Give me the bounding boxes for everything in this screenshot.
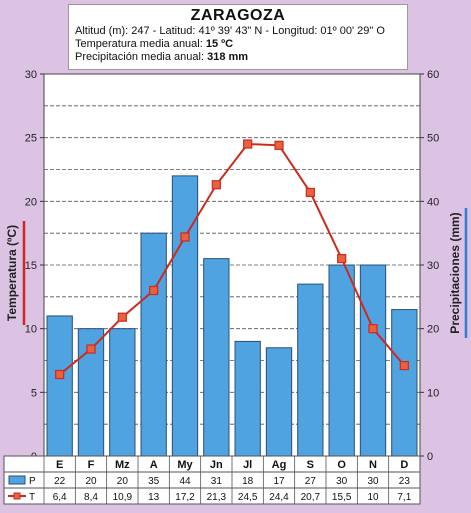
left-axis-tick-label: 5 [31,387,37,399]
station-info-box: ZARAGOZA Altitud (m): 247 - Latitud: 41º… [68,4,408,70]
table-cell-value: 6,4 [53,492,67,503]
temperature-marker [149,285,159,296]
right-axis-tick-label: 10 [427,387,439,399]
month-label: A [150,459,158,471]
legend-series-label: T [29,492,35,503]
precipitation-bar [265,347,293,457]
table-cell-value: 44 [179,476,191,487]
left-axis-tick-label: 25 [25,133,37,145]
month-label: Jn [210,459,223,471]
annual-temperature: Temperatura media anual: 15 ºC [75,38,401,51]
precipitation-bar [203,258,230,457]
table-cell-value: 10 [367,492,379,503]
table-cell-value: 15,5 [332,492,352,503]
precipitation-bar [140,232,167,457]
precipitation-bar [234,340,261,457]
month-label: D [400,459,408,471]
right-axis-title: Precipitaciones (mm) [448,212,462,333]
left-axis-tick-label: 30 [25,69,37,81]
precipitation-bar [109,328,136,457]
month-label: O [337,459,346,471]
temperature-marker [305,187,315,198]
annual-temperature-value: 15 ºC [205,38,234,50]
table-cell-value: 22 [54,476,66,487]
table-cell-value: 31 [211,476,223,487]
left-axis-title: Temperatura (ºC) [5,225,19,321]
table-cell-value: 21,3 [207,492,227,503]
precipitation-bar [46,315,73,457]
table-cell-value: 10,9 [113,492,133,503]
precipitation-bar [328,264,355,457]
temperature-marker [368,324,378,334]
month-label: Mz [115,459,130,471]
right-axis-tick-label: 30 [427,260,439,272]
table-cell-value: 20,7 [301,492,321,503]
temperature-legend-marker [13,492,21,500]
station-coordinates: Altitud (m): 247 - Latitud: 41º 39' 43" … [75,25,385,37]
temperature-marker [55,369,65,380]
right-axis-tick-label: 20 [427,324,439,336]
temperature-marker [180,232,190,242]
precipitation-bar [171,175,199,457]
right-axis-tick-label: 50 [427,133,439,145]
month-label: N [369,459,377,471]
table-cell-value: 35 [148,476,160,487]
table-cell-value: 8,4 [84,492,98,503]
month-label: F [88,459,95,471]
precipitation-bar [297,283,324,457]
table-cell-value: 20 [117,476,129,487]
left-axis-tick-label: 10 [25,324,37,336]
month-label: E [56,459,63,471]
table-cell-value: 27 [305,476,317,487]
table-cell-value: 30 [336,476,348,487]
table-cell-value: 20 [85,476,97,487]
table-cell-value: 17,2 [175,492,195,503]
right-axis-tick-label: 40 [427,196,439,208]
city-title: ZARAGOZA [190,7,286,24]
precipitation-bar [359,264,387,457]
annual-precipitation: Precipitación media anual: 318 mm [75,51,401,64]
temperature-marker [274,140,284,150]
table-cell-value: 30 [367,476,379,487]
annual-temperature-label: Temperatura media anual: [75,38,203,50]
temperature-marker [211,180,221,190]
table-cell-value: 13 [148,492,160,503]
temperature-marker [337,254,347,264]
table-cell-value: 18 [242,476,254,487]
left-axis-tick-label: 20 [25,196,37,208]
left-axis-tick-label: 15 [25,260,37,272]
right-axis-tick-label: 60 [427,69,439,81]
table-cell-value: 7,1 [397,492,411,503]
table-cell-value: 24,4 [269,492,289,503]
temperature-marker [117,312,127,322]
annual-precipitation-label: Precipitación media anual: [75,51,205,63]
annual-precipitation-value: 318 mm [207,51,249,63]
table-cell-value: 23 [399,476,411,487]
month-label: S [307,459,314,471]
month-label: Jl [243,459,252,471]
temperature-marker [243,139,253,149]
temperature-marker [399,360,409,371]
month-label: Ag [272,459,287,471]
temperature-marker [86,344,96,354]
temperature-line [59,143,406,376]
table-cell-value: 24,5 [238,492,258,503]
table-cell-value: 17 [273,476,285,487]
precipitation-legend-swatch [8,475,26,485]
right-axis-tick-label: 0 [427,451,433,463]
data-table [3,455,421,505]
precipitation-bar [391,309,418,457]
month-label: My [177,459,193,471]
legend-series-label: P [29,476,36,487]
